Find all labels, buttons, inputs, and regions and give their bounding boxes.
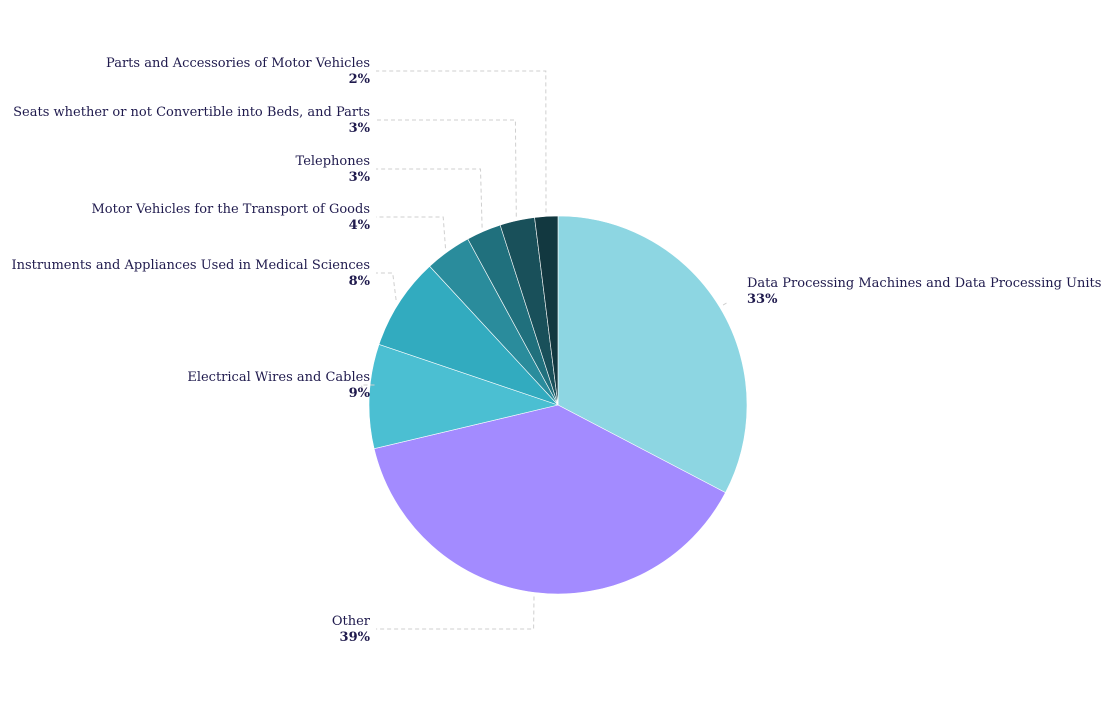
pie-slice-instruments-and-appliances-used-in-medical-sciences xyxy=(378,265,559,406)
slice-labels: Data Processing Machines and Data Proces… xyxy=(11,56,1101,645)
pie-slices xyxy=(368,215,748,595)
slice-value-telephones: 3% xyxy=(349,170,371,185)
slice-label-other: Other xyxy=(332,614,371,629)
slice-label-telephones: Telephones xyxy=(296,154,370,169)
leader-lines xyxy=(360,70,727,630)
slice-value-parts-and-accessories-of-motor-vehicles: 2% xyxy=(349,72,371,87)
slice-label-seats-whether-or-not-convertible-into-beds-and-parts: Seats whether or not Convertible into Be… xyxy=(13,105,370,120)
leader-line-seats-whether-or-not-convertible-into-beds-and-parts xyxy=(376,119,517,217)
slice-value-seats-whether-or-not-convertible-into-beds-and-parts: 3% xyxy=(349,121,371,136)
pie-slice-electrical-wires-and-cables xyxy=(368,343,560,450)
pie-slice-other xyxy=(373,404,726,595)
slice-label-motor-vehicles-for-the-transport-of-goods: Motor Vehicles for the Transport of Good… xyxy=(92,202,371,217)
slice-label-data-processing-machines-and-data-processing-units: Data Processing Machines and Data Proces… xyxy=(747,276,1101,291)
slice-value-electrical-wires-and-cables: 9% xyxy=(349,386,371,401)
slice-value-motor-vehicles-for-the-transport-of-goods: 4% xyxy=(349,218,371,233)
leader-line-telephones xyxy=(376,168,483,228)
leader-line-electrical-wires-and-cables xyxy=(360,384,376,397)
slice-label-instruments-and-appliances-used-in-medical-sciences: Instruments and Appliances Used in Medic… xyxy=(11,258,370,273)
slice-value-data-processing-machines-and-data-processing-units: 33% xyxy=(747,292,778,307)
pie-slice-data-processing-machines-and-data-processing-units xyxy=(557,215,748,494)
slice-value-instruments-and-appliances-used-in-medical-sciences: 8% xyxy=(349,274,371,289)
leader-line-other xyxy=(376,596,535,630)
leader-line-parts-and-accessories-of-motor-vehicles xyxy=(376,70,547,213)
leader-line-data-processing-machines-and-data-processing-units xyxy=(722,302,727,306)
slice-value-other: 39% xyxy=(340,630,371,645)
slice-label-electrical-wires-and-cables: Electrical Wires and Cables xyxy=(187,370,370,385)
slice-label-parts-and-accessories-of-motor-vehicles: Parts and Accessories of Motor Vehicles xyxy=(106,56,370,71)
leader-line-motor-vehicles-for-the-transport-of-goods xyxy=(376,216,446,249)
pie-slice-parts-and-accessories-of-motor-vehicles xyxy=(534,215,559,406)
leader-line-instruments-and-appliances-used-in-medical-sciences xyxy=(376,272,397,301)
